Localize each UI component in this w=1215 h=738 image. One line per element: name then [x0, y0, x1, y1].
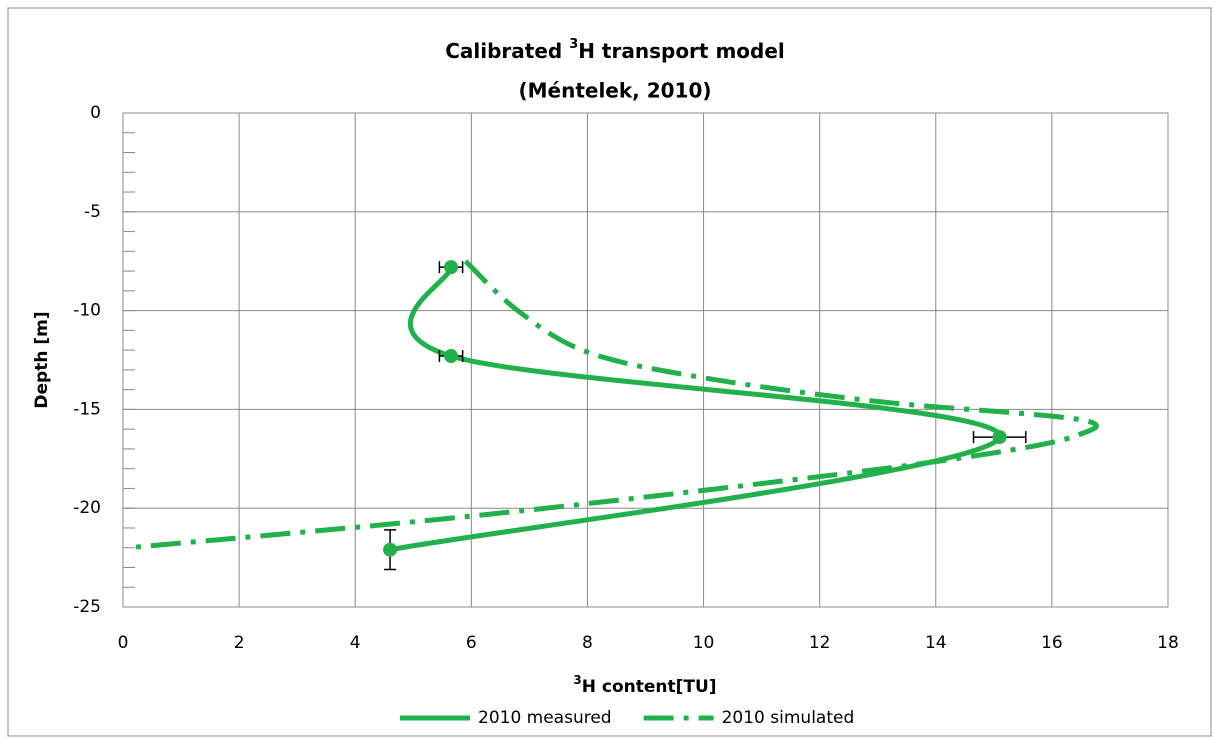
chart-subtitle: (Méntelek, 2010) — [518, 79, 711, 103]
title-part: Calibrated — [445, 39, 569, 63]
x-tick-label: 16 — [1041, 633, 1063, 653]
marker — [383, 542, 398, 557]
series-line — [128, 259, 1099, 551]
x-tick-label: 14 — [925, 633, 947, 653]
chart-frame — [7, 7, 1212, 737]
x-tick-label: 0 — [118, 633, 129, 653]
y-tick-label: -10 — [73, 301, 101, 321]
marker — [444, 349, 459, 364]
y-axis-label: Depth [m] — [32, 311, 52, 408]
x-tick-label: 6 — [466, 633, 477, 653]
title-part: H transport model — [578, 39, 785, 63]
chart-title: Calibrated 3H transport model — [445, 37, 785, 63]
title-sup: 3 — [569, 37, 578, 52]
series-line — [389, 266, 1003, 553]
x-label-part: H content[TU] — [582, 677, 717, 697]
marker — [992, 430, 1007, 445]
x-tick-label: 8 — [582, 633, 593, 653]
x-label-sup: 3 — [573, 673, 581, 687]
y-tick-label: -20 — [73, 498, 101, 518]
marker — [444, 260, 459, 275]
x-tick-label: 12 — [809, 633, 831, 653]
y-tick-label: 0 — [90, 103, 101, 123]
y-tick-label: -25 — [73, 597, 101, 617]
x-axis-label: 3H content[TU] — [573, 673, 716, 698]
y-tick-label: -5 — [84, 202, 101, 222]
x-tick-label: 4 — [350, 633, 361, 653]
legend-label: 2010 simulated — [722, 708, 855, 728]
x-tick-label: 2 — [234, 633, 245, 653]
x-tick-label: 18 — [1157, 633, 1179, 653]
y-tick-label: -15 — [73, 399, 101, 419]
x-tick-label: 10 — [693, 633, 715, 653]
legend-label: 2010 measured — [478, 708, 612, 728]
